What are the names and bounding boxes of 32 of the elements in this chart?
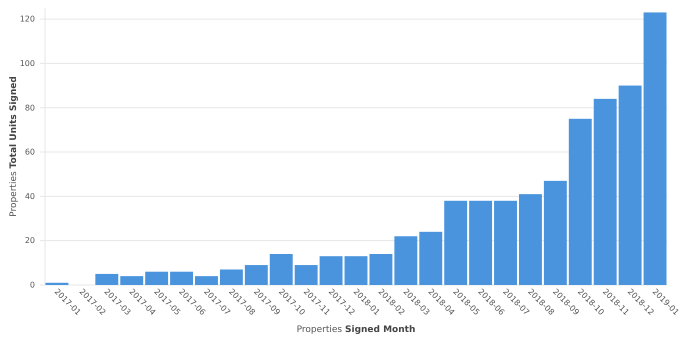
bar — [145, 272, 168, 285]
y-tick-label: 0 — [30, 280, 35, 290]
bar — [120, 276, 144, 285]
bar — [195, 276, 218, 285]
bar — [644, 12, 666, 285]
bar — [394, 236, 418, 285]
bar — [170, 272, 194, 285]
bar — [594, 98, 617, 285]
bar — [244, 265, 268, 285]
bar — [95, 274, 118, 285]
bar — [568, 118, 592, 285]
bar — [618, 86, 642, 285]
y-tick-label: 60 — [24, 148, 35, 157]
bar — [518, 194, 542, 285]
bar — [270, 254, 293, 285]
x-axis-title: Properties Signed Month — [296, 325, 416, 335]
bar — [494, 200, 517, 285]
bar — [369, 254, 392, 285]
bar — [444, 200, 468, 285]
bar — [220, 269, 243, 285]
bar — [344, 256, 368, 285]
bar — [320, 256, 343, 285]
y-tick-label: 80 — [24, 103, 35, 112]
y-tick-label: 120 — [20, 14, 35, 24]
y-tick-label: 20 — [24, 236, 35, 246]
bar — [469, 200, 492, 285]
y-tick-label: 100 — [20, 58, 35, 68]
y-axis-title: Properties Total Units Signed — [9, 76, 19, 217]
bar — [294, 265, 318, 285]
bar — [419, 232, 442, 285]
bar — [544, 180, 567, 285]
y-tick-label: 40 — [24, 192, 35, 201]
